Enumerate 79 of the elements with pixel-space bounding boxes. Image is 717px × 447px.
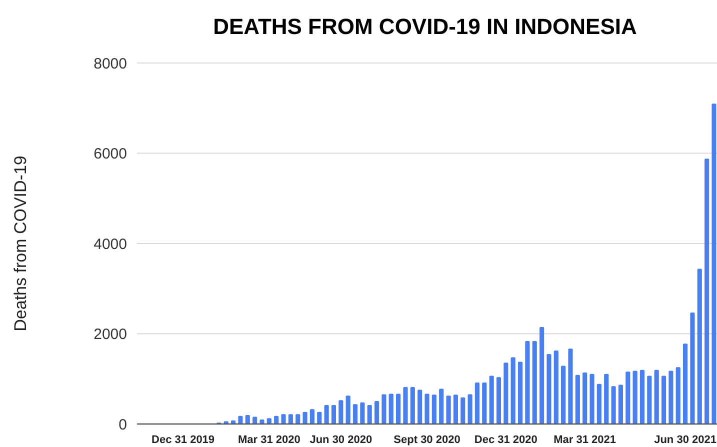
bar	[446, 396, 451, 424]
y-tick-label: 0	[118, 416, 127, 434]
bar	[575, 374, 580, 424]
bar	[647, 376, 652, 424]
bar	[561, 366, 566, 424]
bar	[403, 386, 408, 424]
bar	[424, 394, 430, 424]
bar	[360, 402, 365, 424]
bar	[432, 394, 436, 424]
y-tick-label: 4000	[94, 236, 127, 253]
bar	[590, 374, 594, 424]
bar	[704, 158, 710, 424]
bar	[632, 370, 638, 424]
bar	[482, 382, 487, 424]
bar	[460, 397, 466, 424]
bar	[288, 414, 293, 424]
bar	[352, 404, 358, 424]
x-tick-label: Jun 30 2020	[310, 434, 372, 446]
bar	[676, 367, 680, 424]
bar	[274, 416, 279, 424]
bar	[712, 104, 716, 424]
bar	[661, 376, 666, 424]
bar	[396, 394, 401, 424]
bar	[654, 370, 659, 424]
bar	[310, 409, 314, 424]
bar	[302, 412, 308, 424]
bar	[525, 340, 530, 424]
bar	[331, 405, 336, 424]
bar	[388, 394, 394, 424]
bar	[238, 416, 243, 424]
bar	[474, 382, 480, 424]
x-tick-label: Dec 31 2020	[474, 434, 538, 446]
bar	[338, 400, 344, 424]
bar	[682, 344, 688, 424]
bar	[245, 414, 250, 424]
bar	[510, 357, 516, 424]
x-tick-label: Mar 31 2021	[554, 434, 616, 446]
bar	[596, 384, 602, 424]
x-tick-label: Dec 31 2019	[152, 434, 215, 446]
bar	[568, 348, 573, 424]
y-tick-label: 6000	[94, 146, 127, 162]
bar	[640, 370, 645, 424]
bar	[439, 388, 444, 424]
bar	[518, 362, 523, 424]
bar	[668, 370, 674, 424]
bar	[468, 394, 472, 424]
x-tick-label: Sept 30 2020	[394, 434, 460, 446]
bar	[504, 362, 508, 424]
bar	[281, 414, 286, 424]
bar	[690, 312, 695, 424]
bar	[554, 350, 558, 424]
bar	[496, 377, 502, 424]
bar	[604, 374, 609, 424]
bar	[697, 268, 702, 424]
bar	[489, 376, 494, 424]
bar	[374, 400, 380, 424]
bar	[626, 372, 630, 424]
x-tick-label: Jun 30 2021	[654, 434, 716, 446]
bar	[611, 386, 616, 424]
bar	[317, 412, 322, 424]
bar	[618, 384, 624, 424]
bar	[410, 386, 415, 424]
bar	[582, 372, 588, 424]
bar	[453, 394, 458, 424]
bar	[266, 418, 272, 424]
bar	[324, 405, 329, 424]
y-tick-label: 2000	[94, 326, 127, 343]
bar	[346, 396, 350, 424]
bar	[418, 390, 422, 424]
bar	[546, 354, 552, 424]
bar	[532, 340, 537, 424]
y-tick-label: 8000	[94, 55, 127, 72]
x-tick-label: Mar 31 2020	[238, 434, 300, 446]
bar	[382, 394, 386, 424]
bar	[296, 414, 300, 424]
bar	[367, 405, 372, 424]
y-axis-title: Deaths from COVID-19	[11, 156, 30, 332]
bar	[540, 326, 544, 424]
chart-title: DEATHS FROM COVID-19 IN INDONESIA	[213, 14, 637, 39]
